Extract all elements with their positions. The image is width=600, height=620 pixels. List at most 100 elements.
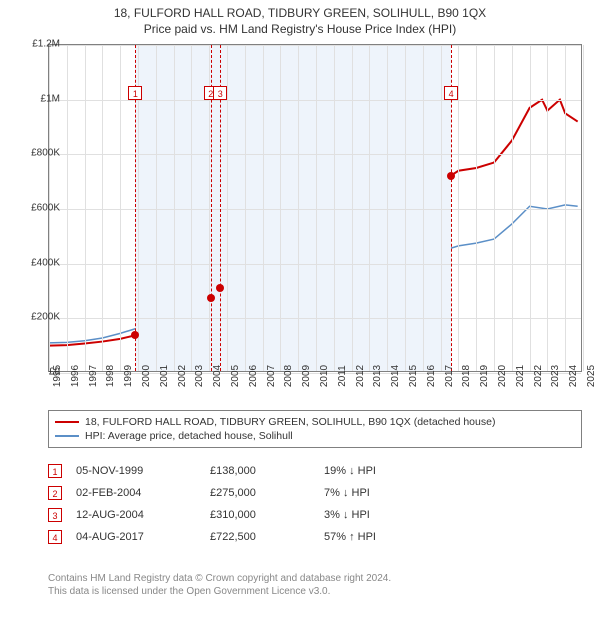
gridline-v [512, 45, 513, 371]
event-dot [131, 331, 139, 339]
y-axis-label: £1M [10, 93, 60, 104]
gridline-v [263, 45, 264, 371]
event-date: 02-FEB-2004 [76, 487, 196, 499]
y-axis-label: £800K [10, 148, 60, 159]
event-price: £138,000 [210, 465, 310, 477]
x-axis-label: 2018 [461, 365, 472, 387]
x-axis-label: 2014 [390, 365, 401, 387]
footer-line: This data is licensed under the Open Gov… [48, 585, 582, 598]
event-marker-box: 3 [213, 86, 227, 100]
event-price: £722,500 [210, 531, 310, 543]
shaded-band [135, 45, 451, 371]
page-subtitle: Price paid vs. HM Land Registry's House … [0, 20, 600, 40]
gridline-v [334, 45, 335, 371]
gridline-v [120, 45, 121, 371]
event-marker: 2 [48, 486, 62, 500]
x-axis-label: 2025 [586, 365, 597, 387]
event-diff: 57% ↑ HPI [324, 531, 424, 543]
x-axis-label: 1997 [88, 365, 99, 387]
x-axis-label: 2015 [408, 365, 419, 387]
event-marker: 1 [48, 464, 62, 478]
gridline-v [423, 45, 424, 371]
gridline-v [174, 45, 175, 371]
y-axis-label: £600K [10, 203, 60, 214]
x-axis-label: 1995 [52, 365, 63, 387]
event-dot [216, 284, 224, 292]
x-axis-label: 1999 [123, 365, 134, 387]
x-axis-label: 2019 [479, 365, 490, 387]
gridline-v [369, 45, 370, 371]
gridline-v [530, 45, 531, 371]
x-axis-label: 2005 [230, 365, 241, 387]
gridline-v [298, 45, 299, 371]
gridline-v [583, 45, 584, 371]
x-axis-label: 2002 [177, 365, 188, 387]
gridline-v [387, 45, 388, 371]
gridline-v [476, 45, 477, 371]
x-axis-label: 2024 [568, 365, 579, 387]
price-chart: 1234 [48, 44, 582, 372]
x-axis-label: 2020 [497, 365, 508, 387]
legend-swatch [55, 435, 79, 437]
x-axis-label: 2016 [426, 365, 437, 387]
event-date: 04-AUG-2017 [76, 531, 196, 543]
x-axis-label: 2003 [194, 365, 205, 387]
legend-label: HPI: Average price, detached house, Soli… [85, 430, 293, 442]
gridline-v [547, 45, 548, 371]
footer-attribution: Contains HM Land Registry data © Crown c… [48, 572, 582, 598]
gridline-v [280, 45, 281, 371]
x-axis-label: 2007 [266, 365, 277, 387]
gridline-h [49, 264, 581, 265]
x-axis-label: 2008 [283, 365, 294, 387]
x-axis-label: 1996 [70, 365, 81, 387]
event-table: 1 05-NOV-1999 £138,000 19% ↓ HPI 2 02-FEB-200… [48, 460, 582, 548]
event-price: £275,000 [210, 487, 310, 499]
y-axis-label: £1.2M [10, 39, 60, 50]
event-row: 202-FEB-2004£275,0007% ↓ HPI [48, 482, 582, 504]
gridline-v [191, 45, 192, 371]
event-marker: 4 [48, 530, 62, 544]
x-axis-label: 2023 [550, 365, 561, 387]
event-marker-box: 1 [128, 86, 142, 100]
legend-item: 18, FULFORD HALL ROAD, TIDBURY GREEN, SO… [55, 415, 575, 429]
gridline-v [316, 45, 317, 371]
x-axis-label: 2001 [159, 365, 170, 387]
page-title: 18, FULFORD HALL ROAD, TIDBURY GREEN, SO… [0, 0, 600, 20]
gridline-h [49, 209, 581, 210]
gridline-v [245, 45, 246, 371]
x-axis-label: 1998 [105, 365, 116, 387]
x-axis-label: 2013 [372, 365, 383, 387]
event-diff: 19% ↓ HPI [324, 465, 424, 477]
y-axis-label: £200K [10, 312, 60, 323]
gridline-v [565, 45, 566, 371]
event-diff: 3% ↓ HPI [324, 509, 424, 521]
event-date: 05-NOV-1999 [76, 465, 196, 477]
event-price: £310,000 [210, 509, 310, 521]
event-marker: 3 [48, 508, 62, 522]
event-row: 3 12-AUG-2004 £310,000 3% ↓ HPI [48, 504, 582, 526]
x-axis-label: 2017 [444, 365, 455, 387]
gridline-v [85, 45, 86, 371]
legend-swatch [55, 421, 79, 423]
footer-line: Contains HM Land Registry data © Crown c… [48, 572, 582, 585]
gridline-h [49, 318, 581, 319]
gridline-h [49, 154, 581, 155]
gridline-v [352, 45, 353, 371]
x-axis-label: 2000 [141, 365, 152, 387]
event-marker-box: 4 [444, 86, 458, 100]
x-axis-label: 2011 [337, 365, 348, 387]
legend-item: HPI: Average price, detached house, Soli… [55, 429, 575, 443]
event-date: 12-AUG-2004 [76, 509, 196, 521]
gridline-v [67, 45, 68, 371]
x-axis-label: 2009 [301, 365, 312, 387]
legend-label: 18, FULFORD HALL ROAD, TIDBURY GREEN, SO… [85, 416, 495, 428]
x-axis-label: 2021 [515, 365, 526, 387]
gridline-v [458, 45, 459, 371]
gridline-v [102, 45, 103, 371]
x-axis-label: 2022 [533, 365, 544, 387]
gridline-v [494, 45, 495, 371]
legend: 18, FULFORD HALL ROAD, TIDBURY GREEN, SO… [48, 410, 582, 448]
x-axis-label: 2006 [248, 365, 259, 387]
gridline-v [405, 45, 406, 371]
x-axis-label: 2010 [319, 365, 330, 387]
